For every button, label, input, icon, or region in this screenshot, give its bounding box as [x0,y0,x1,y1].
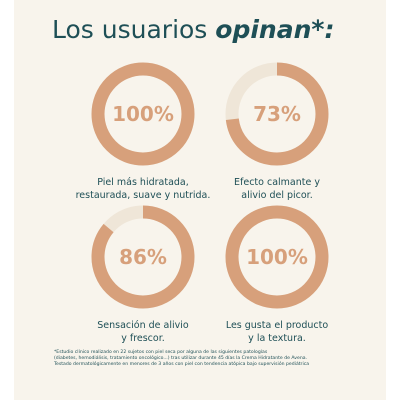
caption-line: y la textura. [248,333,306,344]
stat-caption: Les gusta el producto y la textura. [197,319,357,345]
stat-caption: Piel más hidratada, restaurada, suave y … [63,176,223,202]
caption-line: restaurada, suave y nutrida. [75,190,211,201]
footnote: *Estudio clínico realizado en 22 sujetos… [54,350,354,369]
page-title: Los usuarios opinan*: [52,14,382,46]
caption-line: Les gusta el producto [225,320,329,331]
caption-line: alivio del picor. [241,190,313,201]
title-plain: Los usuarios [52,15,216,44]
stat-relief: 86% Sensación de alivio y frescor. [63,205,223,355]
progress-ring: 100% [225,205,329,309]
percentage-value: 86% [119,245,167,269]
footnote-line: (diabetes, hemodiálisis, tratamiento onc… [54,356,308,362]
stat-caption: Sensación de alivio y frescor. [63,319,223,345]
caption-line: Sensación de alivio [97,320,189,331]
progress-ring: 86% [91,205,195,309]
percentage-value: 73% [253,102,301,126]
stat-hydration: 100% Piel más hidratada, restaurada, sua… [63,62,223,212]
percentage-value: 100% [246,245,308,269]
progress-ring: 73% [225,62,329,166]
footnote-line: Testado dermatológicamente en menores de… [54,362,310,368]
caption-line: Efecto calmante y [234,177,320,188]
percentage-value: 100% [112,102,174,126]
caption-line: Piel más hidratada, [97,177,189,188]
stat-texture: 100% Les gusta el producto y la textura. [197,205,357,355]
ring-fill [225,205,329,309]
progress-ring: 100% [91,62,195,166]
ring-fill [91,62,195,166]
stat-calming: 73% Efecto calmante y alivio del picor. [197,62,357,212]
ring-fill [91,205,195,309]
stat-caption: Efecto calmante y alivio del picor. [197,176,357,202]
footnote-line: *Estudio clínico realizado en 22 sujetos… [54,350,268,355]
ring-fill [225,62,329,166]
title-emphasis: opinan*: [215,15,335,44]
opinion-card: Los usuarios opinan*: [14,0,386,400]
caption-line: y frescor. [121,333,165,344]
